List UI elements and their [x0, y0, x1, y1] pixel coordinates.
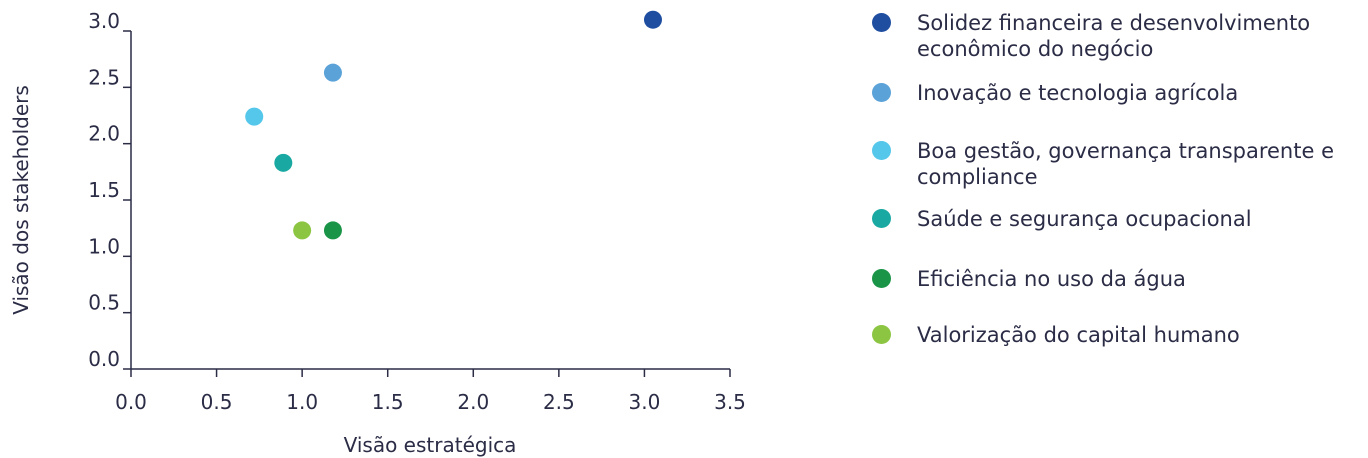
legend-marker: [872, 83, 891, 102]
scatter-point: [323, 63, 342, 82]
y-tick-label: 2.5: [88, 65, 120, 89]
legend-label: Saúde e segurança ocupacional: [917, 207, 1252, 231]
axes: 0.0 0.5 1.0 1.5 2.0 2.5 3.0 3.5 0.0 0.5 1.0 1.5 2.0 2…: [88, 9, 746, 414]
x-tick-label: 0.0: [115, 390, 147, 414]
legend-item: Boa gestão, governança transparente e co…: [872, 138, 1357, 190]
scatter-point: [274, 153, 293, 172]
legend-label: Inovação e tecnologia agrícola: [917, 81, 1239, 105]
legend-label: Solidez financeira e desenvolvimento eco…: [917, 11, 1311, 61]
legend-item: Inovação e tecnologia agrícola: [872, 80, 1357, 106]
legend-marker: [872, 13, 891, 32]
scatter-point: [245, 107, 264, 126]
scatter-point: [293, 221, 312, 240]
x-tick-label: 2.5: [543, 390, 575, 414]
x-tick-label: 2.0: [457, 390, 489, 414]
y-tick-label: 1.5: [88, 178, 120, 202]
legend-label: Boa gestão, governança transparente e co…: [917, 139, 1334, 189]
legend-item: Valorização do capital humano: [872, 322, 1357, 348]
legend-marker: [872, 209, 891, 228]
x-tick-label: 3.5: [714, 390, 746, 414]
legend-marker: [872, 325, 891, 344]
y-tick-label: 3.0: [88, 9, 120, 33]
x-tick-label: 3.0: [629, 390, 661, 414]
legend-item: Saúde e segurança ocupacional: [872, 206, 1357, 232]
legend-marker: [872, 269, 891, 288]
x-tick-label: 1.0: [286, 390, 318, 414]
legend-item: Solidez financeira e desenvolvimento eco…: [872, 10, 1357, 62]
x-tick-label: 1.5: [372, 390, 404, 414]
y-tick-label: 0.5: [88, 291, 120, 315]
legend-marker: [872, 141, 891, 160]
y-tick-label: 1.0: [88, 234, 120, 258]
y-tick-label: 0.0: [88, 347, 120, 371]
scatter-chart: 0.0 0.5 1.0 1.5 2.0 2.5 3.0 3.5 0.0 0.5 1.0 1.5 2.0 2…: [9, 9, 746, 457]
y-axis-title: Visão dos stakeholders: [9, 85, 33, 315]
legend-label: Valorização do capital humano: [917, 323, 1240, 347]
y-tick-label: 2.0: [88, 122, 120, 146]
legend-item: Eficiência no uso da água: [872, 266, 1357, 292]
x-tick-label: 0.5: [201, 390, 233, 414]
legend-label: Eficiência no uso da água: [917, 267, 1186, 291]
scatter-point: [643, 10, 662, 29]
scatter-point: [323, 221, 342, 240]
data-points: [245, 10, 662, 240]
x-axis-title: Visão estratégica: [344, 433, 517, 457]
